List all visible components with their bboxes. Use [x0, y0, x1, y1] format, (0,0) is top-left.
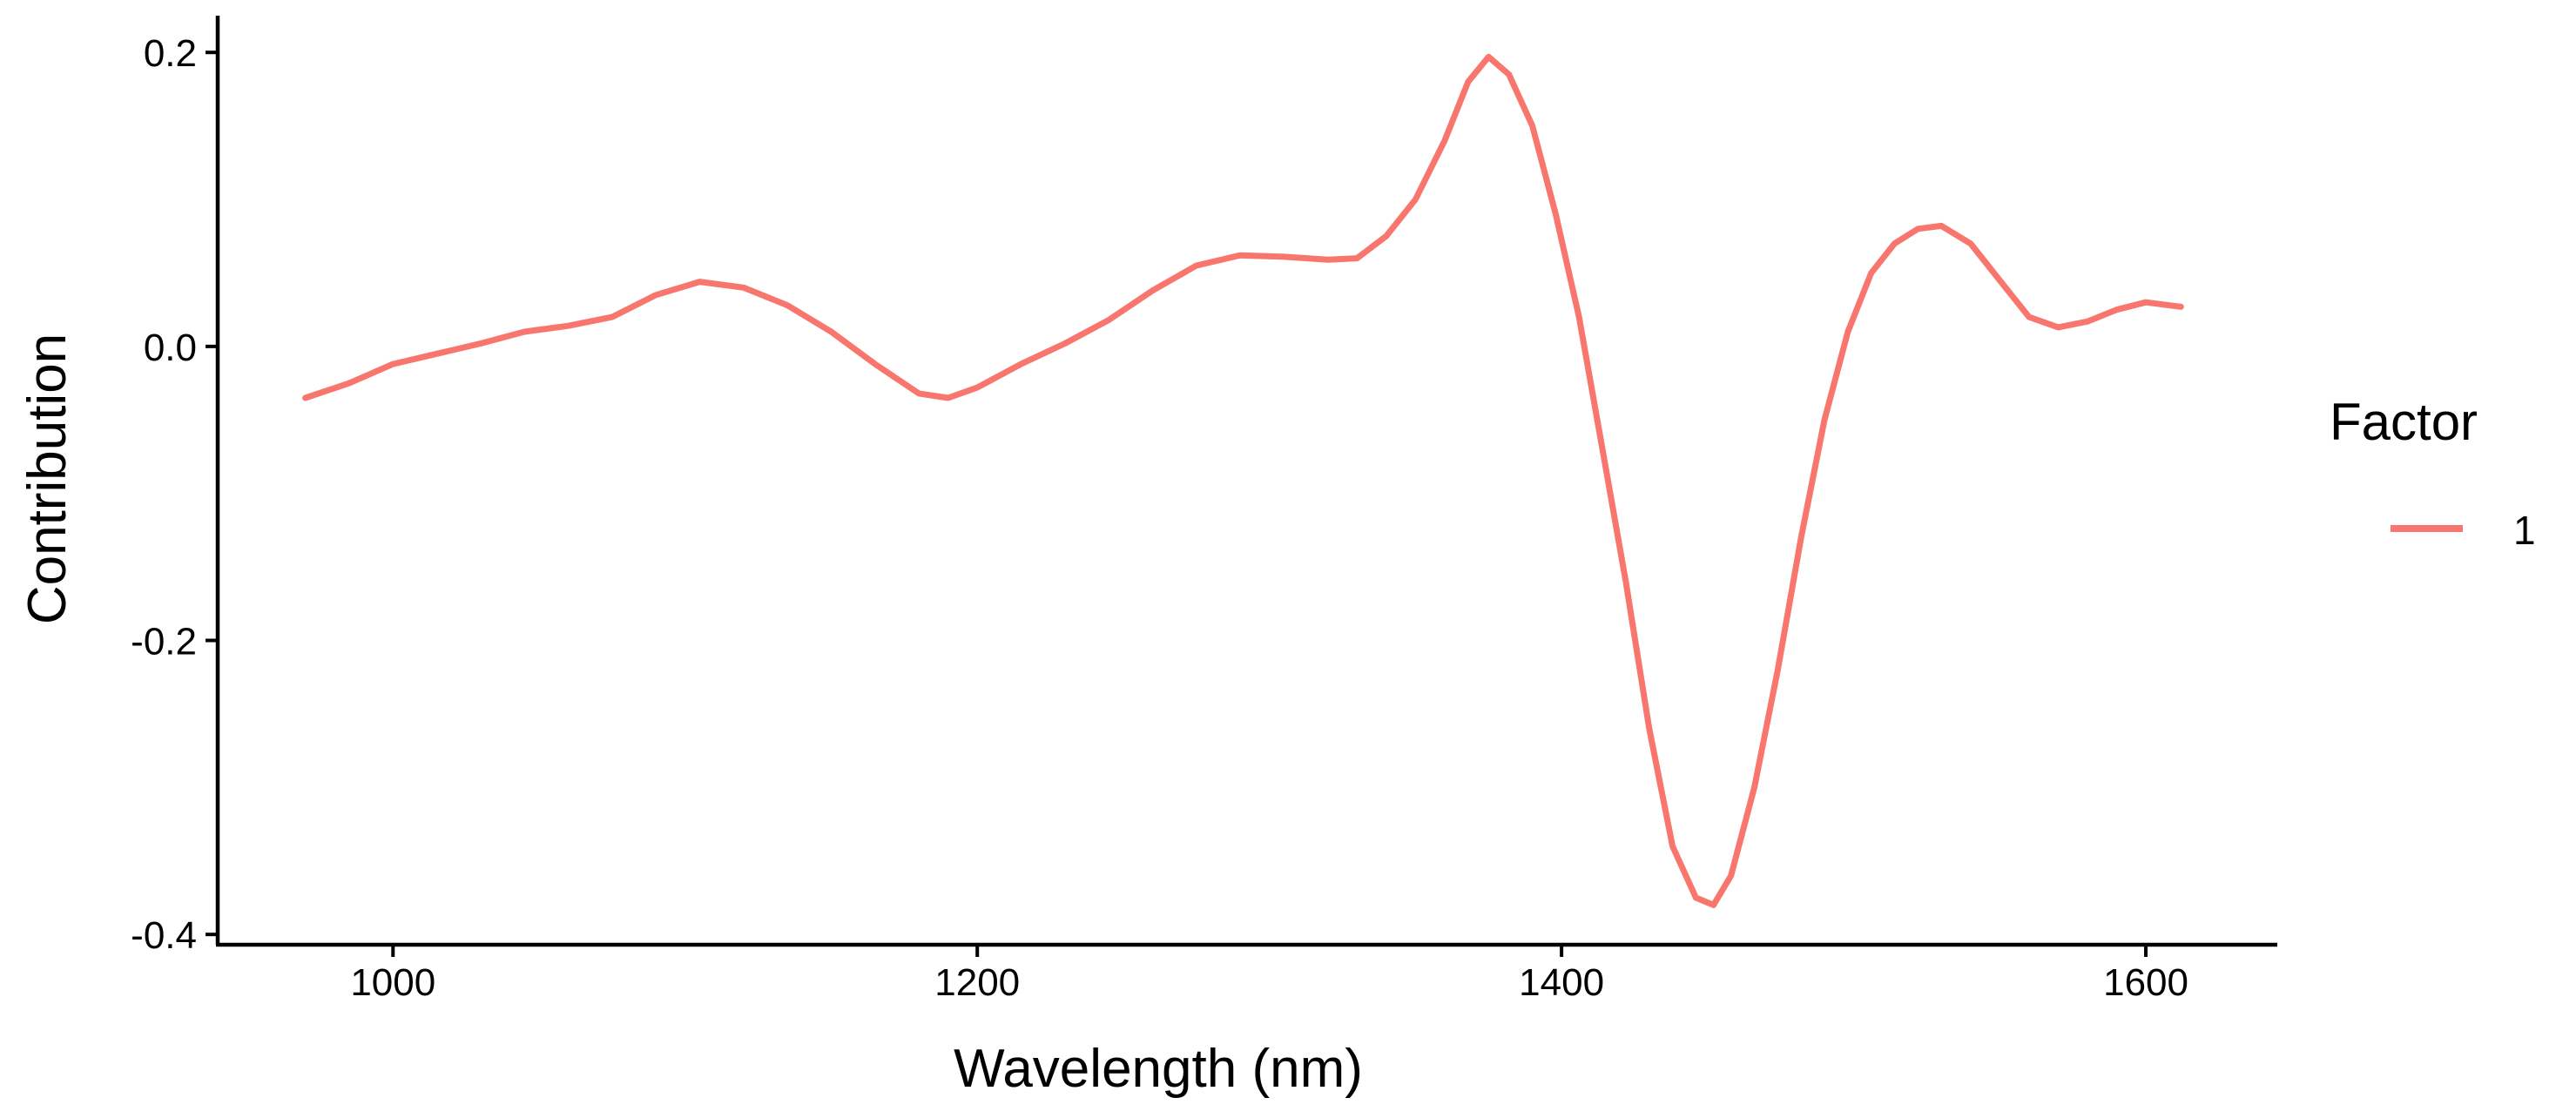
x-tick-label: 1200: [934, 961, 1020, 1004]
legend: Factor 1: [2330, 393, 2536, 553]
x-axis-title: Wavelength (nm): [954, 1039, 1363, 1099]
plot-area: [302, 53, 2184, 908]
axes: 1000 1200 1400 1600 0.2 0.0 -0.2 -0.4: [131, 16, 2277, 1004]
y-tick-label: 0.2: [144, 32, 197, 75]
y-tick-label: 0.0: [144, 327, 197, 369]
legend-entry-label: 1: [2513, 508, 2536, 553]
x-tick-label: 1600: [2103, 961, 2188, 1004]
y-tick-label: -0.4: [131, 914, 197, 957]
series-line-1: [302, 53, 2184, 908]
y-tick-label: -0.2: [131, 621, 197, 663]
x-tick-label: 1400: [1519, 961, 1604, 1004]
y-axis-title: Contribution: [17, 333, 78, 624]
legend-title: Factor: [2330, 393, 2478, 451]
x-tick-label: 1000: [350, 961, 435, 1004]
